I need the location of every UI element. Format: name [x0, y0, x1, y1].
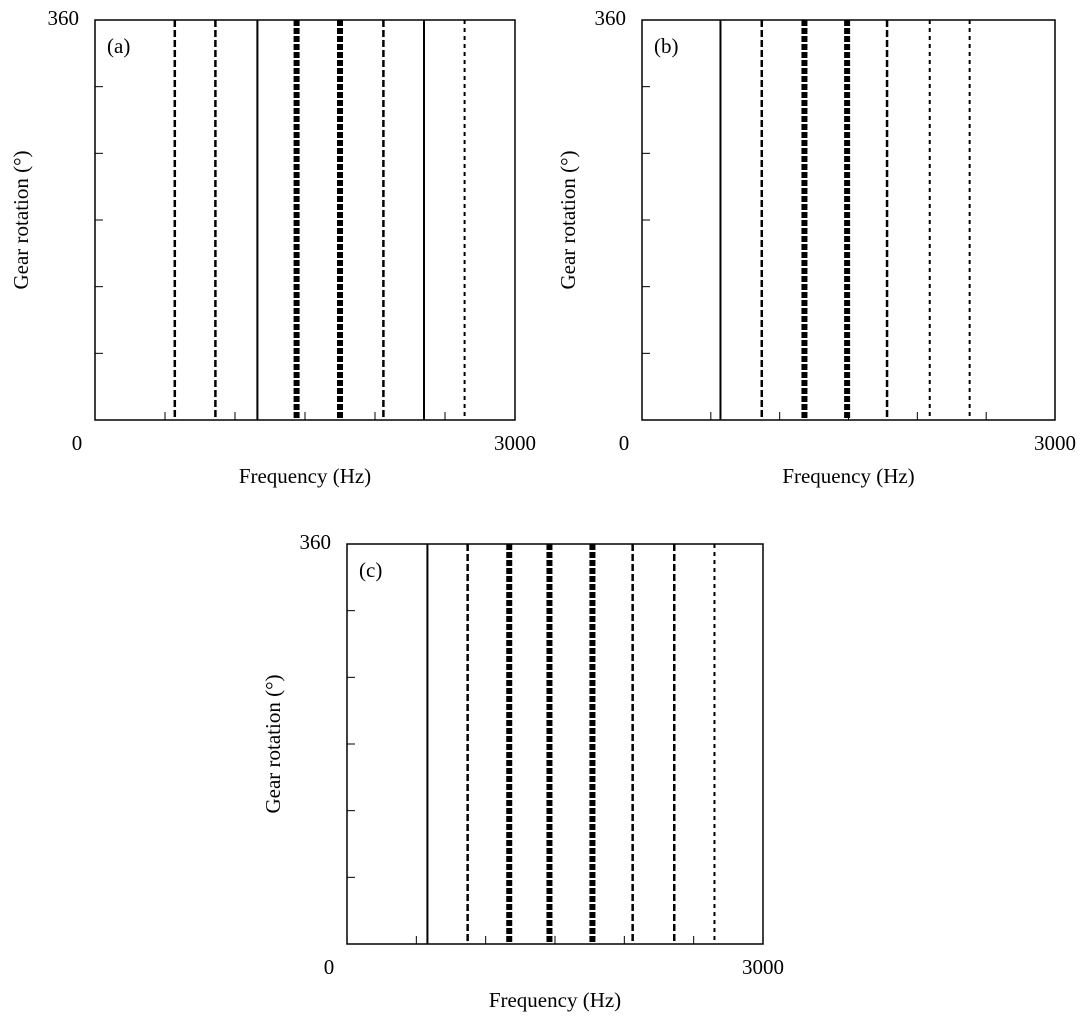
panel-label: (b)	[654, 34, 679, 58]
y-axis-label: Gear rotation (°)	[261, 674, 285, 813]
x-axis-label: Frequency (Hz)	[489, 988, 621, 1012]
y-axis-label: Gear rotation (°)	[9, 150, 33, 289]
y-axis-label: Gear rotation (°)	[556, 150, 580, 289]
panel-label: (a)	[107, 34, 130, 58]
x-tick-label: 3000	[1034, 431, 1076, 455]
x-tick-label: 0	[72, 431, 83, 455]
x-tick-label: 0	[324, 955, 335, 979]
panel-label: (c)	[359, 558, 382, 582]
x-axis-label: Frequency (Hz)	[239, 464, 371, 488]
x-axis-label: Frequency (Hz)	[782, 464, 914, 488]
y-tick-label: 360	[48, 6, 80, 30]
plot-frame	[94, 19, 516, 421]
x-tick-label: 3000	[742, 955, 784, 979]
y-tick-label: 360	[300, 530, 332, 554]
plot-frame	[346, 543, 764, 945]
x-tick-label: 3000	[494, 431, 536, 455]
x-tick-label: 0	[619, 431, 630, 455]
y-tick-label: 360	[595, 6, 627, 30]
